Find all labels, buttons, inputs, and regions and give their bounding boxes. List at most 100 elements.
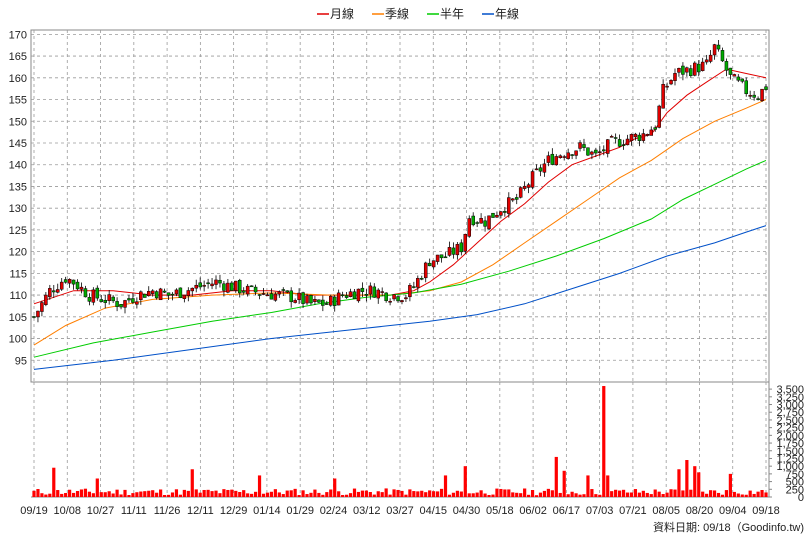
volume-bar [435,491,440,497]
volume-bar [586,475,590,497]
candle-body [685,67,689,73]
candle-body [427,262,432,267]
candle-body [91,289,96,303]
candle-body [186,290,191,296]
candle-body [546,155,551,163]
volume-y-axis: 02505007501,0001,2501,5001,7502,0002,250… [776,384,804,504]
volume-bar [439,488,444,497]
volume-bar [226,489,230,497]
candle-body [55,289,60,293]
volume-bar [79,489,84,497]
candle-body [447,247,452,256]
date-tick-label: 10/27 [87,505,115,517]
volume-bar [562,470,566,497]
volume-bar [123,489,127,497]
candle-body [48,288,52,298]
volume-bar [305,494,309,497]
candle-body [507,197,511,214]
volume-tick-label: 1,000 [776,461,804,473]
volume-bar [277,492,281,497]
candle-body [67,278,72,284]
candle-body [720,50,725,62]
candle-body [230,282,234,291]
volume-bar [614,489,618,497]
volume-bar [412,491,416,497]
candle-body [182,294,187,299]
price-tick-label: 105 [9,312,27,324]
candle-body [400,300,404,303]
volume-bar [479,490,483,497]
candle-body [79,286,84,290]
candle-body [487,215,491,230]
candle-body [609,136,614,138]
volume-bar [657,491,661,497]
price-gridlines [30,29,770,383]
volume-bar [534,495,539,497]
volume-bar [242,490,246,497]
volume-bar [697,472,701,497]
candle-body [590,151,594,155]
candle-body [44,294,48,305]
volume-bar [432,491,436,497]
volume-bar [716,492,721,497]
candle-body [748,95,752,97]
volume-bar [424,492,428,497]
volume-tick-label: 3,250 [776,392,804,404]
volume-bar [344,494,349,497]
volume-bar [578,494,582,497]
candle-body [143,293,147,298]
candle-body [329,295,333,306]
volume-bar [404,494,408,497]
volume-bar [269,491,274,497]
candle-body [249,285,254,288]
volume-bar [95,478,99,497]
volume-bar [253,491,258,497]
price-tick-label: 145 [9,138,27,150]
volume-bar [720,494,725,497]
volume-bar [313,489,317,497]
candle-body [372,286,377,298]
volume-bar [52,467,56,497]
candle-body [420,278,424,280]
volume-bar [475,492,479,497]
volume-bar [48,493,52,497]
candle-body [309,295,313,304]
ma-line-季線 [33,99,767,346]
volume-bar [752,493,756,497]
volume-bar [653,489,657,497]
volume-bar [463,466,467,497]
volume-bar [732,491,736,497]
volume-bar [685,460,689,497]
candle-body [336,292,341,306]
volume-tick-label: 250 [786,484,804,496]
price-tick-label: 130 [9,203,27,215]
volume-bar [111,493,115,497]
volume-bar [649,494,653,497]
volume-bar [60,493,64,497]
legend-label: 月線 [330,6,354,21]
candle-body [495,214,499,218]
candle-body [277,291,282,295]
candle-body [451,247,456,255]
volume-bar [265,492,270,497]
candle-body [404,297,408,300]
candle-body [59,281,64,290]
candle-body [586,147,590,156]
candle-body [514,197,519,200]
volume-bar [325,492,329,497]
candle-body [602,149,606,152]
candle-body [629,134,634,142]
price-tick-label: 165 [9,51,27,63]
candle-body [344,295,349,298]
candle-body [170,293,175,296]
volume-bar [218,493,222,497]
price-tick-label: 155 [9,95,27,107]
volume-bar [250,493,254,497]
volume-bar [99,492,103,497]
candle-body [99,299,104,302]
candle-body [396,296,400,302]
candle-body [657,105,661,128]
volume-bar [645,492,649,497]
volume-bar [523,488,527,497]
candle-body [416,278,420,288]
